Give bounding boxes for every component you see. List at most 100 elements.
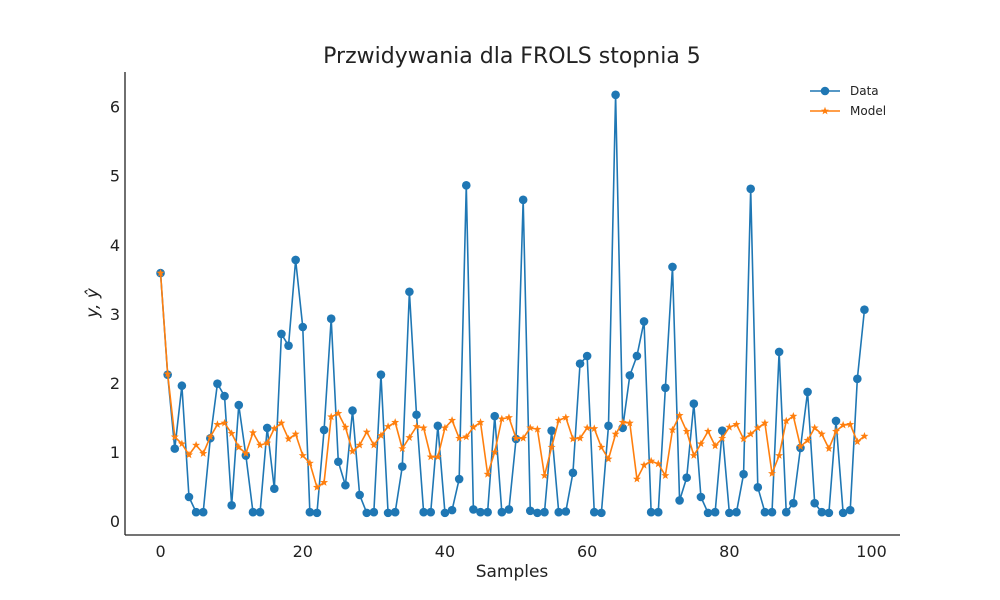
data-point: [419, 507, 428, 517]
data-point: [661, 383, 670, 393]
data-point: [589, 507, 599, 517]
model-point: [718, 434, 727, 442]
x-tick-label: 60: [577, 542, 597, 561]
model-point: [348, 447, 357, 455]
x-ticks: 0 20 40 60 80 100: [155, 542, 886, 561]
model-point: [462, 432, 471, 441]
model-point: [526, 423, 535, 432]
series-data: [156, 90, 869, 518]
data-point: [561, 507, 571, 516]
data-point: [270, 484, 279, 494]
legend-marker: [820, 86, 830, 96]
model-point: [256, 440, 265, 449]
x-axis-label: Samples: [476, 562, 549, 582]
model-point: [419, 423, 428, 432]
data-point: [518, 195, 528, 205]
data-point: [710, 507, 720, 517]
model-point: [284, 434, 293, 443]
data-point: [831, 416, 841, 426]
model-point: [803, 436, 812, 444]
model-point: [177, 439, 186, 448]
data-point: [646, 507, 656, 517]
model-point: [576, 434, 585, 442]
legend-marker: [821, 106, 829, 115]
y-tick-label: 4: [110, 236, 120, 255]
data-point: [653, 507, 663, 517]
data-point: [461, 181, 471, 190]
model-point: [824, 444, 833, 453]
model-point: [263, 438, 272, 447]
model-point: [185, 450, 193, 459]
legend-item-model: Model: [810, 104, 886, 118]
data-point: [433, 421, 443, 431]
model-point: [540, 471, 549, 479]
data-point: [760, 507, 770, 517]
y-tick-label: 1: [110, 443, 120, 462]
data-point: [177, 381, 187, 391]
model-point: [725, 423, 734, 431]
data-point: [696, 492, 706, 502]
y-ticks: 0 1 2 3 4 5 6: [110, 98, 120, 532]
model-point: [163, 369, 172, 378]
model-point: [810, 423, 819, 432]
data-point: [625, 371, 635, 380]
model-point: [341, 423, 350, 431]
data-point: [767, 507, 777, 517]
data-point: [376, 370, 386, 379]
model-point: [547, 443, 556, 451]
x-tick-label: 100: [856, 542, 887, 561]
model-point: [270, 424, 279, 432]
data-point: [305, 507, 315, 517]
x-tick-label: 40: [435, 542, 455, 561]
legend-label: Data: [850, 84, 879, 98]
data-point: [582, 351, 592, 361]
data-point: [525, 506, 535, 516]
model-point: [277, 418, 286, 427]
data-point: [440, 508, 450, 518]
y-tick-label: 6: [110, 98, 120, 117]
data-point: [774, 347, 784, 357]
data-point: [568, 468, 578, 478]
data-point: [504, 505, 514, 514]
data-point: [668, 262, 677, 272]
data-point: [284, 341, 293, 350]
data-point: [824, 508, 834, 518]
model-point: [746, 429, 755, 438]
data-point: [227, 500, 236, 510]
model-point: [355, 440, 364, 449]
model-point: [590, 424, 599, 432]
data-point: [255, 507, 265, 517]
y-tick-label: 2: [110, 374, 120, 393]
model-point: [853, 437, 862, 446]
data-point: [412, 410, 421, 420]
legend-item-data: Data: [810, 84, 879, 98]
model-point: [732, 420, 741, 428]
model-point: [156, 268, 165, 277]
model-point: [227, 429, 236, 437]
model-point: [839, 420, 848, 429]
model-point: [597, 443, 606, 451]
data-point: [476, 507, 485, 517]
y-axis-label: y, ŷ: [83, 287, 103, 319]
model-point: [668, 425, 677, 434]
model-point: [675, 411, 684, 419]
model-point: [412, 422, 421, 430]
model-point: [369, 440, 378, 449]
model-point: [433, 452, 442, 461]
data-point: [838, 508, 848, 518]
data-point: [554, 507, 564, 517]
data-point: [383, 508, 393, 518]
model-point: [704, 427, 713, 435]
data-point: [405, 287, 414, 297]
model-point: [860, 431, 869, 440]
model-point: [753, 423, 762, 432]
data-point: [319, 425, 329, 435]
data-point: [298, 322, 308, 332]
model-point: [632, 474, 641, 483]
data-point: [184, 492, 194, 502]
model-point: [654, 459, 663, 468]
data-point: [397, 462, 407, 471]
data-point: [739, 469, 748, 479]
model-point: [618, 418, 627, 426]
